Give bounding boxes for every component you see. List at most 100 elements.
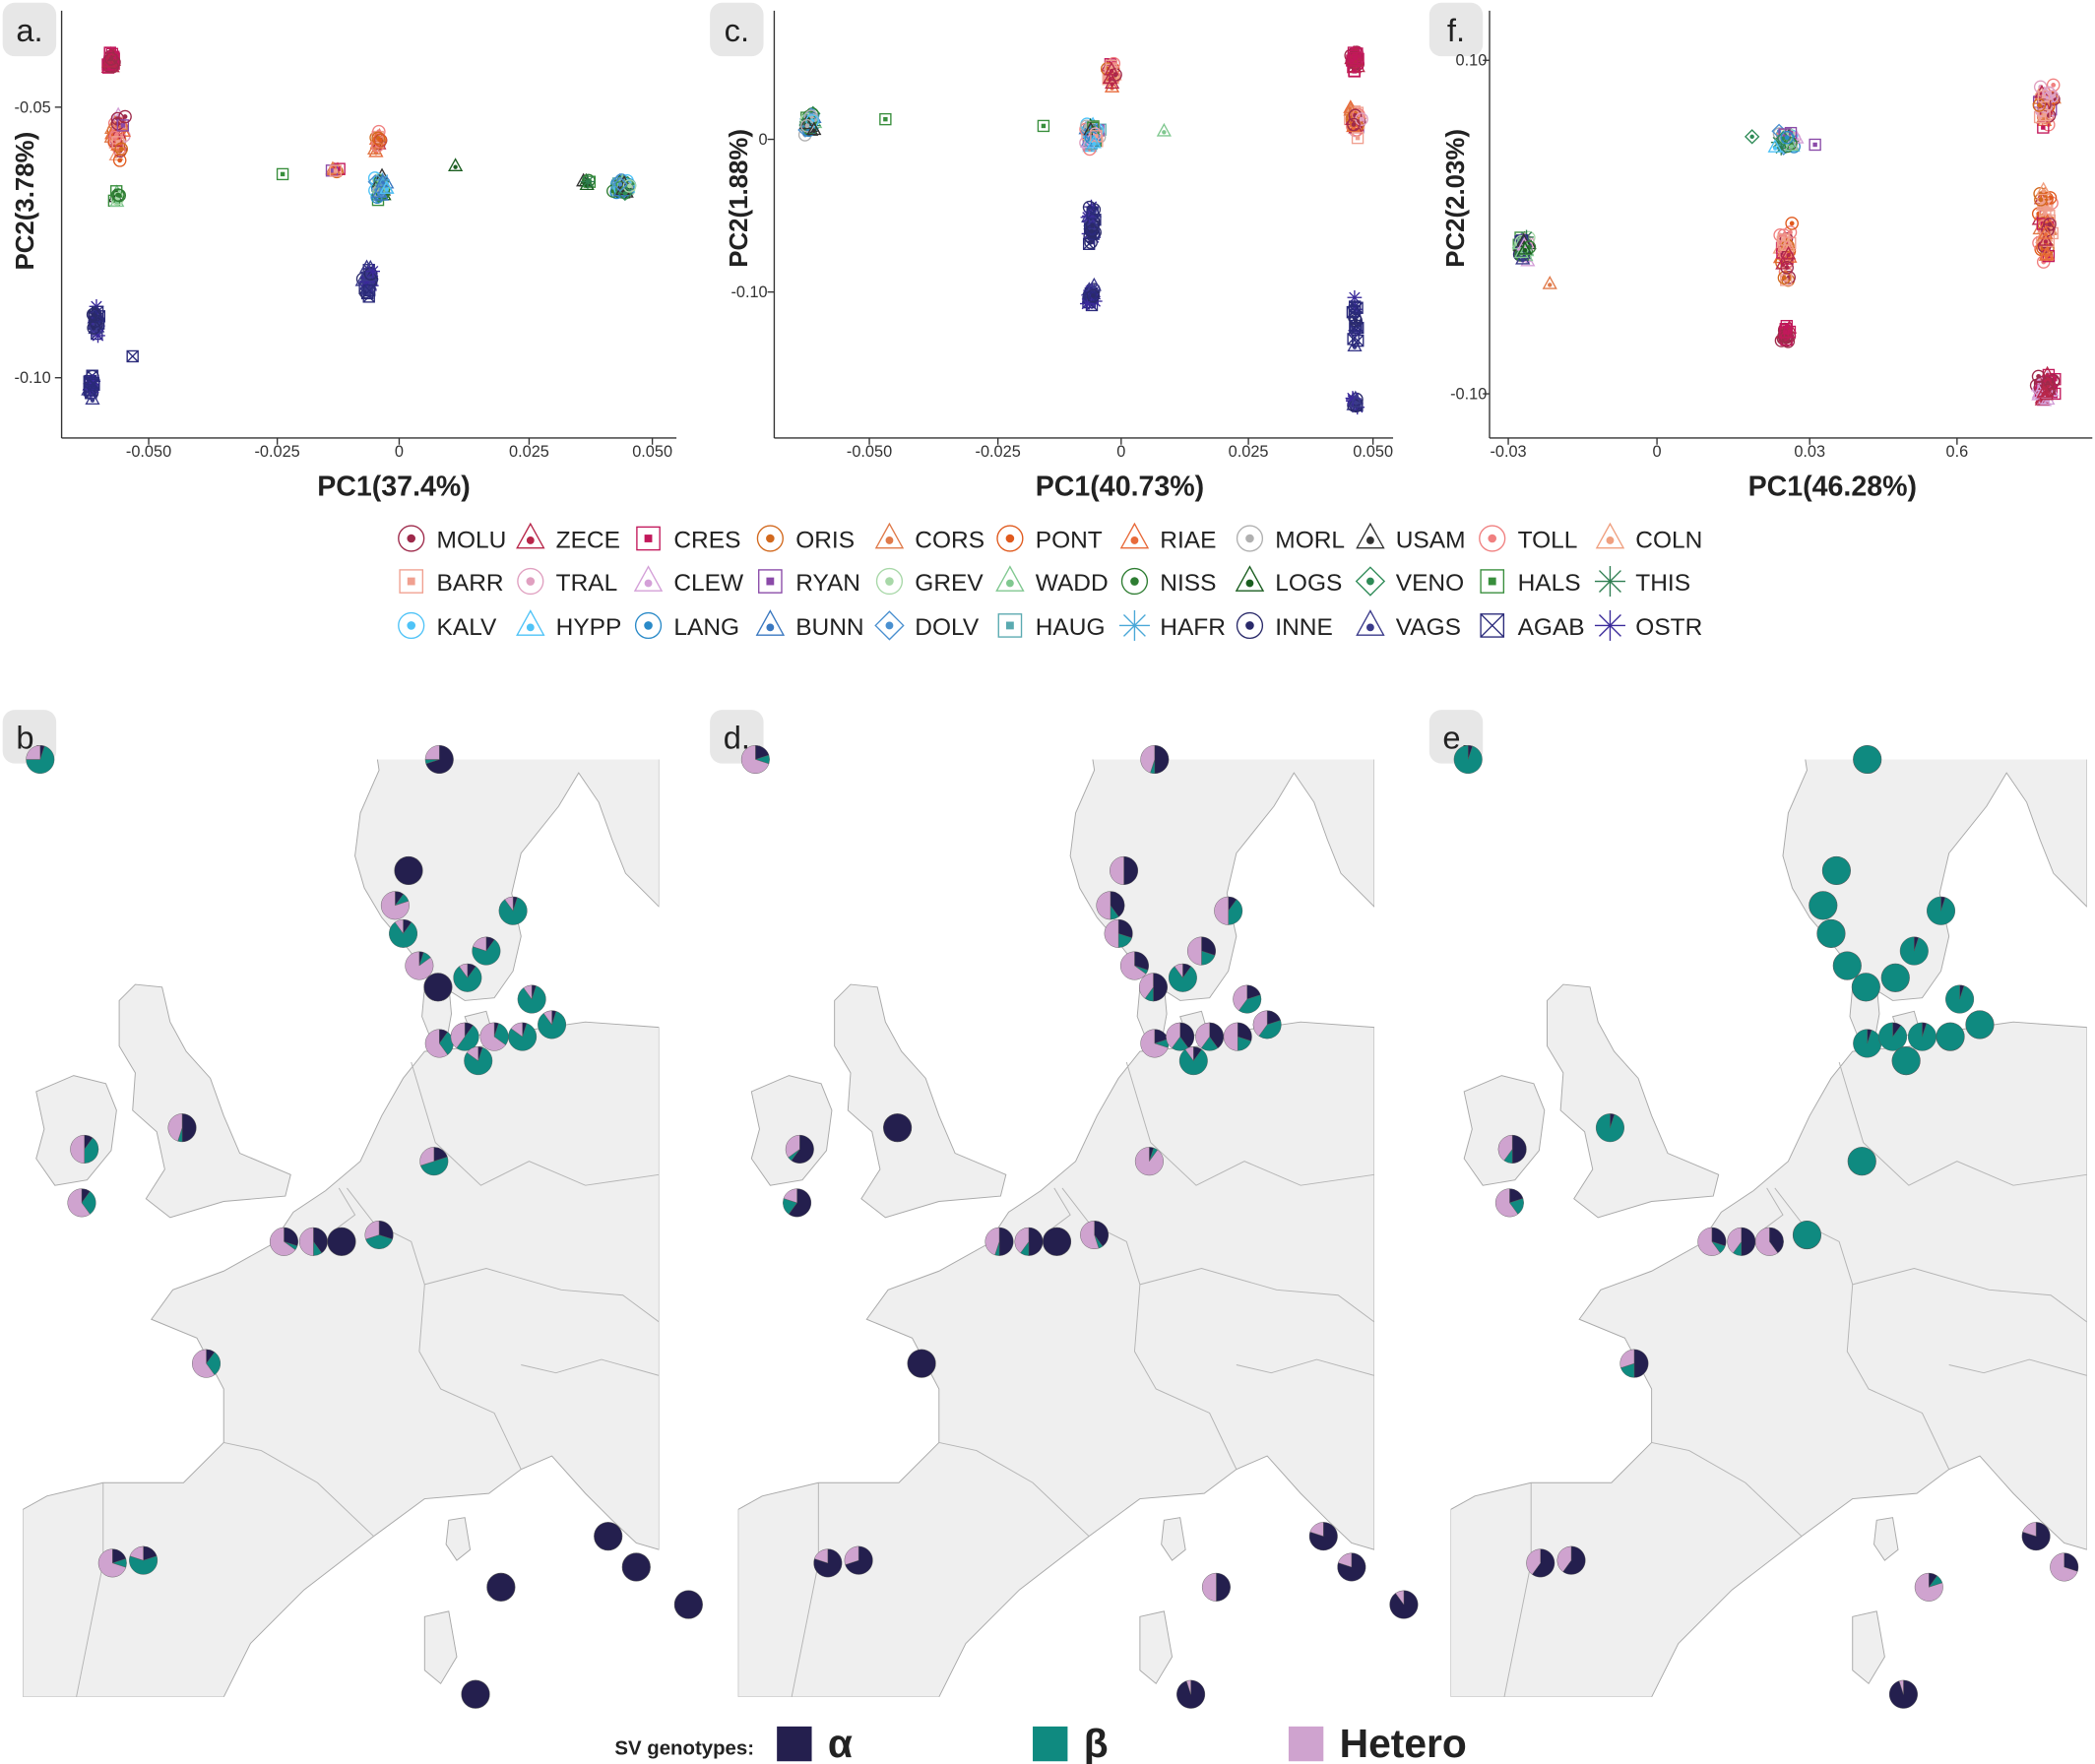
pie-slice xyxy=(1110,891,1125,917)
pie-slice xyxy=(81,1191,96,1215)
legend-marker-bunn xyxy=(755,609,786,636)
site-pie xyxy=(1495,1188,1524,1218)
y-tick-label: -0.10 xyxy=(15,369,51,387)
pie-slice xyxy=(1878,1022,1908,1051)
pca-plot-a: -0.05 -0.10 -0.050 -0.025 0 0.025 0.050 … xyxy=(12,10,677,502)
pie-slice xyxy=(1532,1548,1555,1578)
legend-marker-this xyxy=(1594,566,1625,598)
pie-slice xyxy=(845,1545,873,1575)
pca-point xyxy=(1777,271,1792,285)
x-tick-label: 0.025 xyxy=(509,443,549,461)
pie-slice xyxy=(424,1029,448,1058)
site-pie xyxy=(1526,1548,1555,1578)
site-pie xyxy=(1187,936,1216,966)
pie-slice xyxy=(394,918,404,935)
pca-point xyxy=(1517,240,1533,255)
y-tick-label: -0.10 xyxy=(1450,385,1487,403)
pie-slice xyxy=(1179,1022,1195,1048)
hetero-label: Hetero xyxy=(1340,1721,1467,1764)
site-pie xyxy=(1202,1572,1231,1602)
pie-slice xyxy=(1395,1590,1405,1606)
pie-slice xyxy=(1184,1046,1194,1062)
legend-label-agab: AGAB xyxy=(1518,614,1585,641)
site-pie xyxy=(1899,936,1929,966)
pie-slice xyxy=(1119,951,1147,980)
site-pie xyxy=(1176,1679,1206,1709)
pie-slice xyxy=(1453,745,1483,774)
pie-slice xyxy=(1201,936,1216,956)
site-pie xyxy=(423,973,453,1002)
legend-label-molu: MOLU xyxy=(437,528,507,554)
pie-slice xyxy=(1154,745,1170,774)
pca-point xyxy=(1744,129,1760,145)
pie-slice xyxy=(298,1227,314,1256)
pca-point xyxy=(126,349,139,363)
pie-slice xyxy=(1202,1572,1217,1602)
site-pie xyxy=(883,1113,913,1143)
pie-slice xyxy=(1792,1220,1822,1250)
pca-point xyxy=(1783,225,1798,239)
pie-slice xyxy=(814,1548,829,1564)
pie-slice xyxy=(1832,951,1862,980)
pie-slice xyxy=(1965,1010,1995,1040)
panel-label-f: f. xyxy=(1447,12,1465,48)
pca-point xyxy=(1781,245,1797,260)
pie-slice xyxy=(129,1545,144,1561)
pca-point xyxy=(329,164,343,177)
map-land xyxy=(737,759,1374,1697)
pie-slice xyxy=(1216,1572,1231,1602)
alpha-swatch xyxy=(777,1726,812,1762)
legend-marker-grev xyxy=(875,567,904,596)
pie-slice xyxy=(1338,1552,1353,1568)
legend-marker-hafr xyxy=(1118,609,1150,641)
hetero-swatch xyxy=(1288,1726,1324,1762)
legend-label-dolv: DOLV xyxy=(915,614,980,641)
pca-point xyxy=(2038,247,2054,261)
y-tick-label: 0 xyxy=(759,131,768,149)
pie-slice xyxy=(378,1221,394,1240)
site-pie xyxy=(1880,963,1910,992)
site-pie xyxy=(907,1349,936,1378)
legend-marker-cors xyxy=(874,522,905,549)
site-pie xyxy=(461,1679,490,1709)
site-pie xyxy=(1497,1134,1527,1164)
pie-slice xyxy=(1153,973,1168,1002)
legend-label-haug: HAUG xyxy=(1036,614,1106,641)
legend-label-lang: LANG xyxy=(673,614,739,641)
x-tick-label: -0.025 xyxy=(976,443,1021,461)
site-pie xyxy=(67,1188,96,1218)
legend-label-hypp: HYPP xyxy=(556,614,622,641)
pca-point xyxy=(800,118,814,133)
pie-slice xyxy=(1096,891,1111,920)
site-pie xyxy=(2050,1552,2079,1582)
legend-marker-riae xyxy=(1119,522,1150,549)
legend-label-ryan: RYAN xyxy=(795,570,860,597)
site-pie xyxy=(26,745,55,774)
site-pie xyxy=(1821,855,1851,885)
site-pie xyxy=(405,951,434,980)
x-tick-label: 0.03 xyxy=(1794,443,1825,461)
site-pie xyxy=(1878,1022,1908,1051)
pie-slice xyxy=(284,1227,298,1246)
pie-slice xyxy=(1258,1020,1282,1040)
site-pie xyxy=(1308,1522,1338,1551)
legend-marker-lang xyxy=(634,611,663,640)
legend-marker-toll xyxy=(1479,525,1506,552)
pca-point xyxy=(1809,138,1821,152)
pca-point xyxy=(104,51,118,66)
legend-label-hals: HALS xyxy=(1518,570,1581,597)
site-pie xyxy=(1195,1022,1225,1051)
legend-marker-agab xyxy=(1480,613,1505,638)
legend-marker-logs xyxy=(1235,565,1265,592)
legend-label-cors: CORS xyxy=(915,528,984,554)
legend-label-kalv: KALV xyxy=(437,614,497,641)
legend-label-inne: INNE xyxy=(1275,614,1333,641)
pca-point xyxy=(1086,288,1101,303)
pca-point xyxy=(116,119,130,132)
site-pie xyxy=(1140,1029,1170,1058)
pie-slice xyxy=(883,1113,913,1143)
pie-slice xyxy=(1140,745,1156,774)
legend-label-vags: VAGS xyxy=(1396,614,1461,641)
map-panel-e xyxy=(1450,744,2087,1709)
pca-point xyxy=(2042,86,2056,100)
